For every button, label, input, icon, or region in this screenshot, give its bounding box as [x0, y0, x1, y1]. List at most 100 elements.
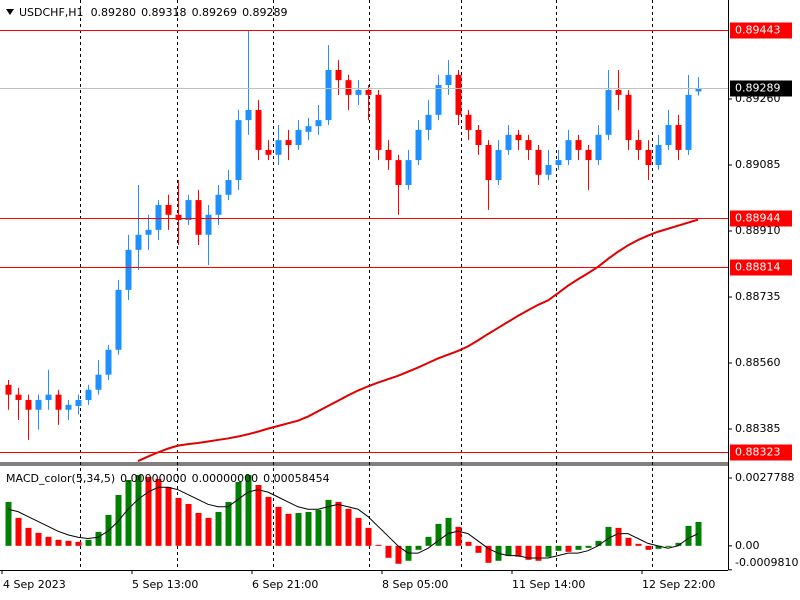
price-level-box [730, 22, 792, 39]
histogram-bar [225, 501, 232, 546]
candle-body [365, 89, 372, 95]
indicator-name: MACD_color(5,34,5) [6, 472, 115, 485]
candle-body [55, 394, 62, 410]
candle-body [565, 140, 572, 161]
candle-body [165, 204, 172, 215]
y-tick-label: 0.88910 [735, 224, 781, 237]
candle-body [425, 114, 432, 130]
histogram-bar [575, 545, 582, 550]
candle-body [65, 404, 72, 410]
indicator-value: 0.00058454 [263, 472, 329, 485]
histogram-bar [655, 545, 662, 549]
candle-body [335, 69, 342, 81]
candle-body [395, 160, 402, 185]
histogram-bar [85, 539, 92, 546]
histogram-bar [685, 525, 692, 546]
histogram-bar [35, 532, 42, 546]
header-low: 0.89269 [192, 6, 238, 19]
collapse-arrow[interactable] [6, 9, 14, 15]
x-tick-label: 12 Sep 22:00 [642, 578, 715, 591]
y-tick-label: 0.00 [735, 539, 760, 552]
histogram-bar [15, 517, 22, 546]
candle-body [235, 120, 242, 181]
histogram-bar [145, 477, 152, 546]
candle-body [175, 214, 182, 221]
price-level-label: 0.89443 [735, 24, 781, 37]
histogram-bar [235, 481, 242, 546]
y-tick-label: 0.88385 [735, 422, 781, 435]
histogram-bar [545, 545, 552, 557]
histogram-bar [75, 541, 82, 546]
candle-body [655, 145, 662, 165]
candle-body [265, 149, 272, 155]
histogram-bar [585, 545, 592, 548]
candle-body [205, 214, 212, 235]
histogram-bar [525, 545, 532, 560]
histogram-bar [215, 511, 222, 546]
candle-body [285, 140, 292, 146]
candle-body [95, 374, 102, 390]
histogram-bar [445, 517, 452, 546]
histogram-bar [505, 545, 512, 556]
price-level-box [730, 259, 792, 276]
histogram-bar [185, 503, 192, 546]
price-level-label: 0.88814 [735, 261, 781, 274]
candle-body [615, 89, 622, 95]
histogram-bar [55, 539, 62, 546]
candle-body [495, 149, 502, 181]
candle-body [605, 89, 612, 135]
histogram-bar [195, 512, 202, 546]
histogram-bar [675, 542, 682, 546]
candle-body [105, 349, 112, 375]
candle-body [545, 165, 552, 175]
candle-body [75, 399, 82, 406]
histogram-bar [45, 536, 52, 546]
candle-body [555, 160, 562, 165]
candle-body [135, 234, 142, 250]
candle-body [665, 125, 672, 146]
candle-body [485, 145, 492, 181]
histogram-bar [65, 540, 72, 546]
histogram-bar [465, 541, 472, 546]
x-tick-label: 8 Sep 05:00 [382, 578, 448, 591]
histogram-bar [245, 475, 252, 546]
histogram-bar [625, 537, 632, 546]
candle-body [525, 140, 532, 150]
candle-body [325, 69, 332, 121]
candle-body [155, 204, 162, 230]
candle-body [435, 85, 442, 115]
candle-body [25, 399, 32, 410]
histogram-bar [565, 545, 572, 552]
candle-body [305, 126, 312, 132]
histogram-bar [485, 545, 492, 563]
indicator-header: MACD_color(5,34,5) 0.00000000 0.00000000 0.… [6, 472, 330, 485]
y-tick-label: 0.88560 [735, 356, 781, 369]
candle-body [535, 149, 542, 175]
histogram-bar [335, 501, 342, 546]
candle-body [5, 384, 12, 395]
candle-body [45, 394, 52, 400]
histogram-bar [355, 517, 362, 546]
candle-body [15, 394, 22, 400]
x-tick-label: 6 Sep 21:00 [252, 578, 318, 591]
histogram-bar [305, 511, 312, 546]
candle-body [455, 74, 462, 115]
price-level-label: 0.88944 [735, 212, 781, 225]
y-tick-label: 0.0027788 [735, 471, 795, 484]
last-price-box [730, 80, 792, 97]
candle-body [645, 149, 652, 165]
histogram-bar [95, 531, 102, 546]
price-level-box [730, 444, 792, 461]
histogram-bar [475, 545, 482, 553]
chart-header: USDCHF,H1 0.89280 0.89318 0.89269 0.89289 [19, 6, 288, 19]
candle-body [315, 120, 322, 127]
candle-body [185, 200, 192, 221]
histogram-bar [375, 544, 382, 546]
histogram-bar [605, 526, 612, 546]
header-high: 0.89318 [141, 6, 187, 19]
histogram-bar [385, 545, 392, 558]
candle-body [585, 149, 592, 161]
candle-body [505, 134, 512, 150]
candle-body [515, 134, 522, 141]
